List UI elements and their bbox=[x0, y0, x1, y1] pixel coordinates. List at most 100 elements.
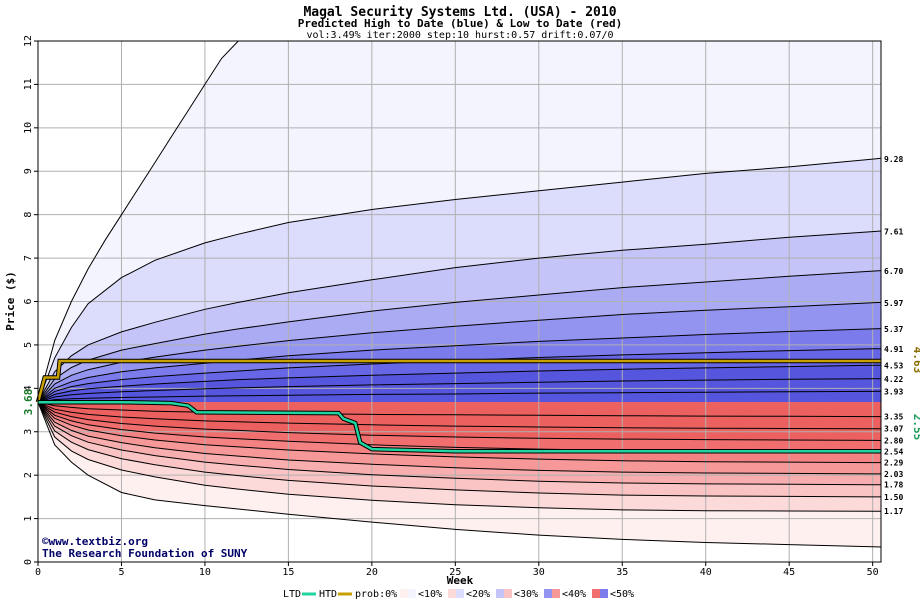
x-tick-label-0: 0 bbox=[35, 567, 41, 578]
x-tick-label-40: 40 bbox=[700, 567, 712, 578]
low-quantile-label-1.50: 1.50 bbox=[884, 493, 903, 502]
legend-htd-label: HTD bbox=[319, 589, 337, 600]
credit-site: ©www.textbiz.org bbox=[42, 535, 148, 548]
htd-end-label: 4.63 bbox=[911, 347, 920, 374]
chart-title: Magal Security Systems Ltd. (USA) - 2010 bbox=[303, 5, 616, 20]
x-tick-label-50: 50 bbox=[867, 567, 879, 578]
low-band-3.35 bbox=[38, 402, 881, 417]
htd-series-line bbox=[36, 359, 881, 403]
credit-block: ©www.textbiz.org The Research Foundation… bbox=[42, 535, 248, 560]
credit-org: The Research Foundation of SUNY bbox=[42, 547, 248, 560]
legend-bins: <10% <20% <30% <40% <50% bbox=[400, 589, 634, 600]
low-line-1.17 bbox=[37, 401, 881, 512]
legend: LTD HTD prob:0% <10% <20% <30% <40% <50% bbox=[283, 589, 634, 600]
legend-bin-label-3: <40% bbox=[562, 589, 586, 600]
x-tick-label-5: 5 bbox=[118, 567, 124, 578]
high-line-5.37 bbox=[37, 328, 882, 403]
low-quantile-label-3.35: 3.35 bbox=[884, 413, 903, 422]
probability-bands bbox=[38, 41, 881, 547]
y-tick-label-0: 0 bbox=[23, 559, 34, 565]
y-tick-label-1: 1 bbox=[23, 516, 34, 522]
chart-params: vol:3.49% iter:2000 step:10 hurst:0.57 d… bbox=[306, 30, 613, 41]
legend-bin-swatch-b-0 bbox=[408, 589, 416, 598]
high-line-9.28 bbox=[37, 157, 882, 403]
x-axis-ticks: 0 5 10 15 20 25 30 35 40 45 50 bbox=[35, 562, 879, 578]
high-line-7.61 bbox=[37, 230, 882, 403]
legend-ltd-label: LTD bbox=[283, 589, 301, 600]
chart-subtitle: Predicted High to Date (blue) & Low to D… bbox=[298, 17, 623, 30]
low-line-3.07 bbox=[37, 401, 881, 430]
quantile-lines bbox=[37, 40, 882, 548]
low-quantile-label-1.17: 1.17 bbox=[884, 507, 903, 516]
x-tick-label-25: 25 bbox=[449, 567, 461, 578]
low-line-2.03 bbox=[37, 401, 881, 475]
start-price-label: 3.68 bbox=[22, 389, 35, 416]
y-tick-label-9: 9 bbox=[23, 168, 34, 174]
high-quantile-label-4.53: 4.53 bbox=[884, 361, 903, 370]
legend-bin-swatch-b-3 bbox=[552, 589, 560, 598]
low-line-1.50 bbox=[37, 401, 881, 498]
y-tick-label-10: 10 bbox=[23, 122, 34, 134]
y-tick-label-3: 3 bbox=[23, 429, 34, 435]
low-quantile-label-1.78: 1.78 bbox=[884, 481, 903, 490]
x-axis-label: Week bbox=[447, 574, 474, 587]
high-quantile-label-7.61: 7.61 bbox=[884, 228, 903, 237]
credit-site-text: www.textbiz.org bbox=[49, 535, 148, 548]
high-quantile-label-4.22: 4.22 bbox=[884, 375, 903, 384]
high-quantile-label-5.37: 5.37 bbox=[884, 325, 903, 334]
legend-bin-swatch-a-1 bbox=[448, 589, 456, 598]
high-line-3.93 bbox=[37, 390, 882, 403]
legend-bin-swatch-a-0 bbox=[400, 589, 408, 598]
price-series bbox=[35, 358, 881, 454]
high-band-3.93 bbox=[38, 391, 881, 403]
y-axis-label: Price ($) bbox=[4, 271, 17, 331]
low-line-2.80 bbox=[37, 401, 882, 441]
x-tick-label-45: 45 bbox=[783, 567, 795, 578]
low-line-2.29 bbox=[37, 401, 881, 464]
copyright-icon: © bbox=[42, 535, 49, 548]
y-tick-label-4: 4 bbox=[23, 385, 34, 391]
low-quantile-label-2.80: 2.80 bbox=[884, 436, 903, 445]
x-tick-label-30: 30 bbox=[533, 567, 545, 578]
high-line-5.97 bbox=[37, 301, 882, 403]
x-tick-label-10: 10 bbox=[199, 567, 211, 578]
high-quantile-label-6.70: 6.70 bbox=[884, 267, 903, 276]
legend-prob-label: prob:0% bbox=[355, 589, 397, 600]
low-quantile-label-2.03: 2.03 bbox=[884, 470, 903, 479]
high-outer-line bbox=[37, 40, 239, 403]
high-quantile-label-3.93: 3.93 bbox=[884, 387, 903, 396]
legend-bin-swatch-b-1 bbox=[456, 589, 464, 598]
low-quantile-label-2.29: 2.29 bbox=[884, 459, 903, 468]
high-quantile-label-9.28: 9.28 bbox=[884, 155, 903, 164]
legend-bin-label-4: <50% bbox=[610, 589, 634, 600]
high-line-4.91 bbox=[37, 348, 882, 403]
y-tick-label-7: 7 bbox=[23, 255, 34, 261]
x-tick-label-20: 20 bbox=[366, 567, 378, 578]
low-line-1.78 bbox=[37, 401, 882, 486]
low-quantile-label-2.54: 2.54 bbox=[884, 448, 903, 457]
y-tick-label-12: 12 bbox=[23, 35, 34, 47]
y-tick-label-6: 6 bbox=[23, 298, 34, 304]
y-tick-label-11: 11 bbox=[23, 78, 34, 90]
y-tick-label-5: 5 bbox=[23, 342, 34, 348]
x-tick-label-35: 35 bbox=[616, 567, 628, 578]
quantile-end-labels: 9.28 7.61 6.70 5.97 5.37 4.91 4.53 4.22 3.93 3.35… bbox=[884, 155, 903, 516]
legend-bin-label-0: <10% bbox=[418, 589, 442, 600]
legend-bin-swatch-b-4 bbox=[600, 589, 608, 598]
ltd-end-label: 2.55 bbox=[911, 414, 920, 441]
high-quantile-label-5.97: 5.97 bbox=[884, 299, 903, 308]
low-outer-line bbox=[37, 402, 882, 548]
low-quantile-label-3.07: 3.07 bbox=[884, 425, 903, 434]
ltd-series-line bbox=[38, 400, 881, 453]
y-tick-label-8: 8 bbox=[23, 212, 34, 218]
y-tick-label-2: 2 bbox=[23, 472, 34, 478]
legend-bin-swatch-a-3 bbox=[544, 589, 552, 598]
high-line-4.53 bbox=[37, 364, 882, 403]
legend-bin-swatch-a-4 bbox=[592, 589, 600, 598]
legend-bin-label-2: <30% bbox=[514, 589, 538, 600]
x-tick-label-15: 15 bbox=[282, 567, 294, 578]
legend-bin-label-1: <20% bbox=[466, 589, 490, 600]
high-line-4.22 bbox=[37, 378, 882, 403]
